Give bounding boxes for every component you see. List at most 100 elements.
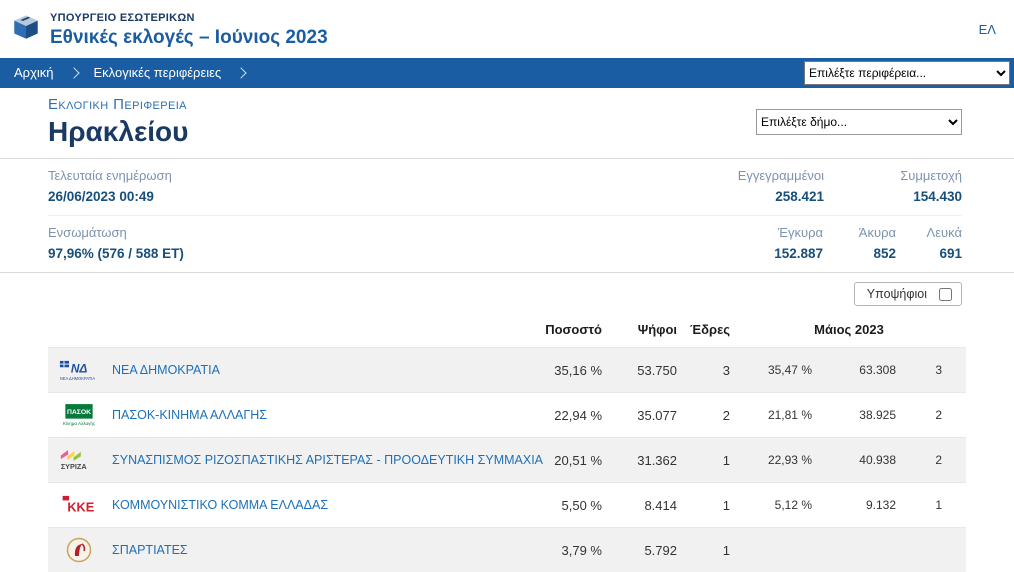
language-selector[interactable]: ΕΛ: [978, 21, 996, 37]
column-header-seats: Έδρες: [690, 322, 730, 337]
divider: [48, 215, 962, 216]
stat-value: 691: [939, 246, 962, 261]
svg-text:ΣΥΡΙΖΑ: ΣΥΡΙΖΑ: [61, 462, 88, 471]
party-cell: ΣΠΑΡΤΙΑΤΕΣ: [48, 535, 512, 565]
party-link[interactable]: ΠΑΣΟΚ-ΚΙΝΗΜΑ ΑΛΛΑΓΗΣ: [112, 408, 268, 422]
seats-cell: 3: [722, 362, 730, 378]
candidates-checkbox[interactable]: [939, 287, 952, 301]
site-brand[interactable]: ΥΠΟΥΡΓΕΙΟ ΕΣΩΤΕΡΙΚΩΝ Εθνικές εκλογές – Ι…: [10, 10, 328, 49]
region-select[interactable]: Επιλέξτε περιφέρεια...: [804, 61, 1010, 85]
table-row: ΣΠΑΡΤΙΑΤΕΣ 3,79 % 5.792 1: [48, 527, 966, 572]
stat-label: Λευκά: [926, 225, 962, 240]
breadcrumb-bar: Αρχική Εκλογικές περιφέρειες Επιλέξτε πε…: [0, 58, 1014, 88]
results-table: ΝΔ ΝΕΑ ΔΗΜΟΚΡΑΤΙΑ ΝΕΑ ΔΗΜΟΚΡΑΤΙΑ 35,16 %…: [48, 347, 966, 572]
stat-label: Εγγεγραμμένοι: [737, 168, 824, 183]
votes-cell: 35.077: [637, 407, 677, 423]
seats-cell: 1: [722, 452, 730, 468]
municipality-select[interactable]: Επιλέξτε δήμο...: [756, 109, 962, 135]
prev-votes-cell: 40.938: [859, 453, 896, 467]
divider: [0, 272, 1014, 273]
votes-cell: 8.414: [644, 497, 677, 513]
percent-cell: 3,79 %: [561, 542, 602, 558]
prev-seats-cell: 1: [935, 498, 942, 512]
prev-seats-cell: 3: [935, 363, 942, 377]
chevron-right-icon: [67, 67, 80, 79]
stats-section: Τελευταία ενημέρωση 26/06/2023 00:49 Εγγ…: [0, 159, 1014, 272]
stat-label: Συμμετοχή: [900, 168, 962, 183]
stat-value: 258.421: [775, 189, 824, 204]
party-link[interactable]: ΣΠΑΡΤΙΑΤΕΣ: [112, 543, 188, 557]
pasok-logo: ΠΑΣΟΚ Κίνημα Αλλαγής: [58, 400, 100, 430]
stats-row-bottom: Ενσωμάτωση 97,96% (576 / 588 ΕΤ) Έγκυρα …: [48, 216, 962, 272]
prev-percent-cell: 5,12 %: [774, 498, 812, 512]
breadcrumb-home[interactable]: Αρχική: [14, 65, 54, 80]
candidates-toggle-label: Υποψήφιοι: [866, 287, 927, 301]
stat-value: 97,96% (576 / 588 ΕΤ): [48, 246, 184, 261]
party-cell: ΚΚΕ ΚΟΜΜΟΥΝΙΣΤΙΚΟ ΚΟΜΜΑ ΕΛΛΑΔΑΣ: [48, 490, 512, 520]
kke-logo: ΚΚΕ: [58, 490, 100, 520]
svg-text:Κίνημα Αλλαγής: Κίνημα Αλλαγής: [63, 420, 96, 426]
stat-value: 154.430: [913, 189, 962, 204]
stat-value: 152.887: [774, 246, 823, 261]
svg-text:ΚΚΕ: ΚΚΕ: [67, 499, 94, 514]
stats-right-bottom: Έγκυρα 152.887 Άκυρα 852 Λευκά 691: [693, 225, 962, 261]
ministry-name: ΥΠΟΥΡΓΕΙΟ ΕΣΩΤΕΡΙΚΩΝ: [50, 11, 195, 24]
table-row: ΣΥΡΙΖΑ ΣΥΝΑΣΠΙΣΜΟΣ ΡΙΖΟΣΠΑΣΤΙΚΗΣ ΑΡΙΣΤΕΡ…: [48, 437, 966, 482]
page-title: Ηρακλείου: [48, 116, 189, 147]
nd-logo: ΝΔ ΝΕΑ ΔΗΜΟΚΡΑΤΙΑ: [58, 355, 100, 385]
column-header-previous-election: Μάιος 2023: [814, 322, 884, 337]
seats-cell: 1: [722, 542, 730, 558]
percent-cell: 20,51 %: [554, 452, 602, 468]
candidates-toggle[interactable]: Υποψήφιοι: [853, 282, 962, 306]
party-link[interactable]: ΣΥΝΑΣΠΙΣΜΟΣ ΡΙΖΟΣΠΑΣΤΙΚΗΣ ΑΡΙΣΤΕΡΑΣ - ΠΡ…: [112, 453, 544, 467]
prev-percent-cell: 22,93 %: [767, 453, 812, 467]
table-row: ΠΑΣΟΚ Κίνημα Αλλαγής ΠΑΣΟΚ-ΚΙΝΗΜΑ ΑΛΛΑΓΗ…: [48, 392, 966, 437]
chevron-right-icon: [235, 67, 247, 79]
votes-cell: 5.792: [644, 542, 677, 558]
page-kicker: Εκλογικη Περιφερεια: [48, 96, 187, 113]
divider: [0, 158, 1014, 159]
breadcrumb-districts[interactable]: Εκλογικές περιφέρειες: [93, 65, 222, 80]
column-header-votes: Ψήφοι: [637, 322, 677, 337]
stat-registered: Εγγεγραμμένοι 258.421: [674, 168, 824, 204]
svg-text:ΠΑΣΟΚ: ΠΑΣΟΚ: [67, 409, 91, 416]
prev-votes-cell: 63.308: [859, 363, 896, 377]
party-cell: ΝΔ ΝΕΑ ΔΗΜΟΚΡΑΤΙΑ ΝΕΑ ΔΗΜΟΚΡΑΤΙΑ: [48, 355, 512, 385]
votes-cell: 31.362: [637, 452, 677, 468]
prev-seats-cell: 2: [935, 453, 942, 467]
app-header: ΥΠΟΥΡΓΕΙΟ ΕΣΩΤΕΡΙΚΩΝ Εθνικές εκλογές – Ι…: [0, 0, 1014, 58]
table-row: ΝΔ ΝΕΑ ΔΗΜΟΚΡΑΤΙΑ ΝΕΑ ΔΗΜΟΚΡΑΤΙΑ 35,16 %…: [48, 347, 966, 392]
table-row: ΚΚΕ ΚΟΜΜΟΥΝΙΣΤΙΚΟ ΚΟΜΜΑ ΕΛΛΑΔΑΣ 5,50 % 8…: [48, 482, 966, 527]
stat-label: Ενσωμάτωση: [48, 225, 127, 240]
seats-cell: 1: [722, 497, 730, 513]
percent-cell: 5,50 %: [561, 497, 602, 513]
prev-votes-cell: 38.925: [859, 408, 896, 422]
svg-text:ΝΔ: ΝΔ: [71, 362, 88, 376]
stat-invalid: Άκυρα 852: [841, 225, 896, 261]
party-cell: ΠΑΣΟΚ Κίνημα Αλλαγής ΠΑΣΟΚ-ΚΙΝΗΜΑ ΑΛΛΑΓΗ…: [48, 400, 512, 430]
votes-cell: 53.750: [637, 362, 677, 378]
stat-label: Άκυρα: [858, 225, 896, 240]
stat-value: 26/06/2023 00:49: [48, 189, 154, 204]
stat-valid: Έγκυρα 152.887: [693, 225, 823, 261]
party-link[interactable]: ΝΕΑ ΔΗΜΟΚΡΑΤΙΑ: [112, 363, 220, 377]
percent-cell: 35,16 %: [554, 362, 602, 378]
title-section: Εκλογικη Περιφερεια Ηρακλείου Επιλέξτε δ…: [0, 88, 1014, 158]
stat-turnout: Συμμετοχή 154.430: [842, 168, 962, 204]
stat-value: 852: [873, 246, 896, 261]
prev-percent-cell: 21,81 %: [767, 408, 812, 422]
results-table-header: Ποσοστό Ψήφοι Έδρες Μάιος 2023: [48, 314, 966, 347]
stat-integration: Ενσωμάτωση 97,96% (576 / 588 ΕΤ): [48, 225, 184, 261]
breadcrumb: Αρχική Εκλογικές περιφέρειες: [0, 58, 804, 88]
spartiates-logo: [58, 535, 100, 565]
prev-seats-cell: 2: [935, 408, 942, 422]
party-link[interactable]: ΚΟΜΜΟΥΝΙΣΤΙΚΟ ΚΟΜΜΑ ΕΛΛΑΔΑΣ: [112, 498, 329, 512]
stat-label: Έγκυρα: [777, 225, 823, 240]
stats-row-top: Τελευταία ενημέρωση 26/06/2023 00:49 Εγγ…: [48, 159, 962, 215]
syriza-logo: ΣΥΡΙΖΑ: [58, 445, 100, 475]
stats-right-top: Εγγεγραμμένοι 258.421 Συμμετοχή 154.430: [674, 168, 962, 204]
percent-cell: 22,94 %: [554, 407, 602, 423]
party-cell: ΣΥΡΙΖΑ ΣΥΝΑΣΠΙΣΜΟΣ ΡΙΖΟΣΠΑΣΤΙΚΗΣ ΑΡΙΣΤΕΡ…: [48, 445, 543, 475]
svg-text:ΝΕΑ ΔΗΜΟΚΡΑΤΙΑ: ΝΕΑ ΔΗΜΟΚΡΑΤΙΑ: [60, 376, 95, 381]
site-title: Εθνικές εκλογές – Ιούνιος 2023: [50, 26, 328, 48]
